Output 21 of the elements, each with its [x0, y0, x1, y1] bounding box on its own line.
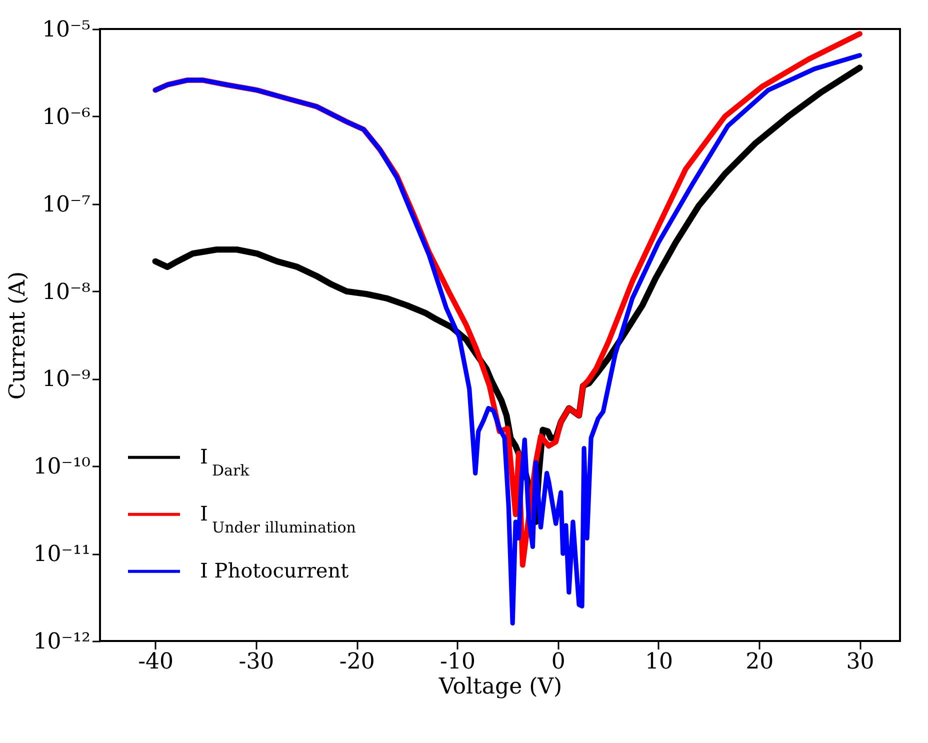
x-tick-label: -40 — [138, 650, 174, 674]
x-tick-label: -10 — [440, 650, 476, 674]
x-tick-label: -20 — [339, 650, 375, 674]
x-tick-label: -30 — [238, 650, 274, 674]
y-tick-label: 10⁻⁷ — [42, 192, 91, 218]
y-tick-label: 10⁻⁹ — [42, 367, 91, 392]
y-tick-label: 10⁻⁸ — [42, 280, 91, 305]
x-tick-label: 30 — [846, 650, 874, 674]
y-tick-label: 10⁻¹¹ — [33, 542, 90, 568]
x-tick-label: 20 — [746, 650, 774, 674]
x-axis-title: Voltage (V) — [438, 674, 562, 700]
x-tick-label: 0 — [551, 650, 566, 674]
legend-label: IUnder illumination — [200, 501, 356, 536]
x-tick-label: 10 — [644, 650, 673, 674]
y-tick-label: 10⁻⁵ — [42, 18, 90, 42]
legend-label: IDark — [200, 444, 250, 480]
legend-label: I Photocurrent — [200, 558, 349, 582]
y-tick-label: 10⁻¹² — [33, 630, 90, 654]
y-tick-label: 10⁻⁶ — [42, 104, 91, 130]
y-tick-label: 10⁻¹⁰ — [33, 454, 91, 480]
y-axis-title: Current (A) — [5, 271, 30, 400]
